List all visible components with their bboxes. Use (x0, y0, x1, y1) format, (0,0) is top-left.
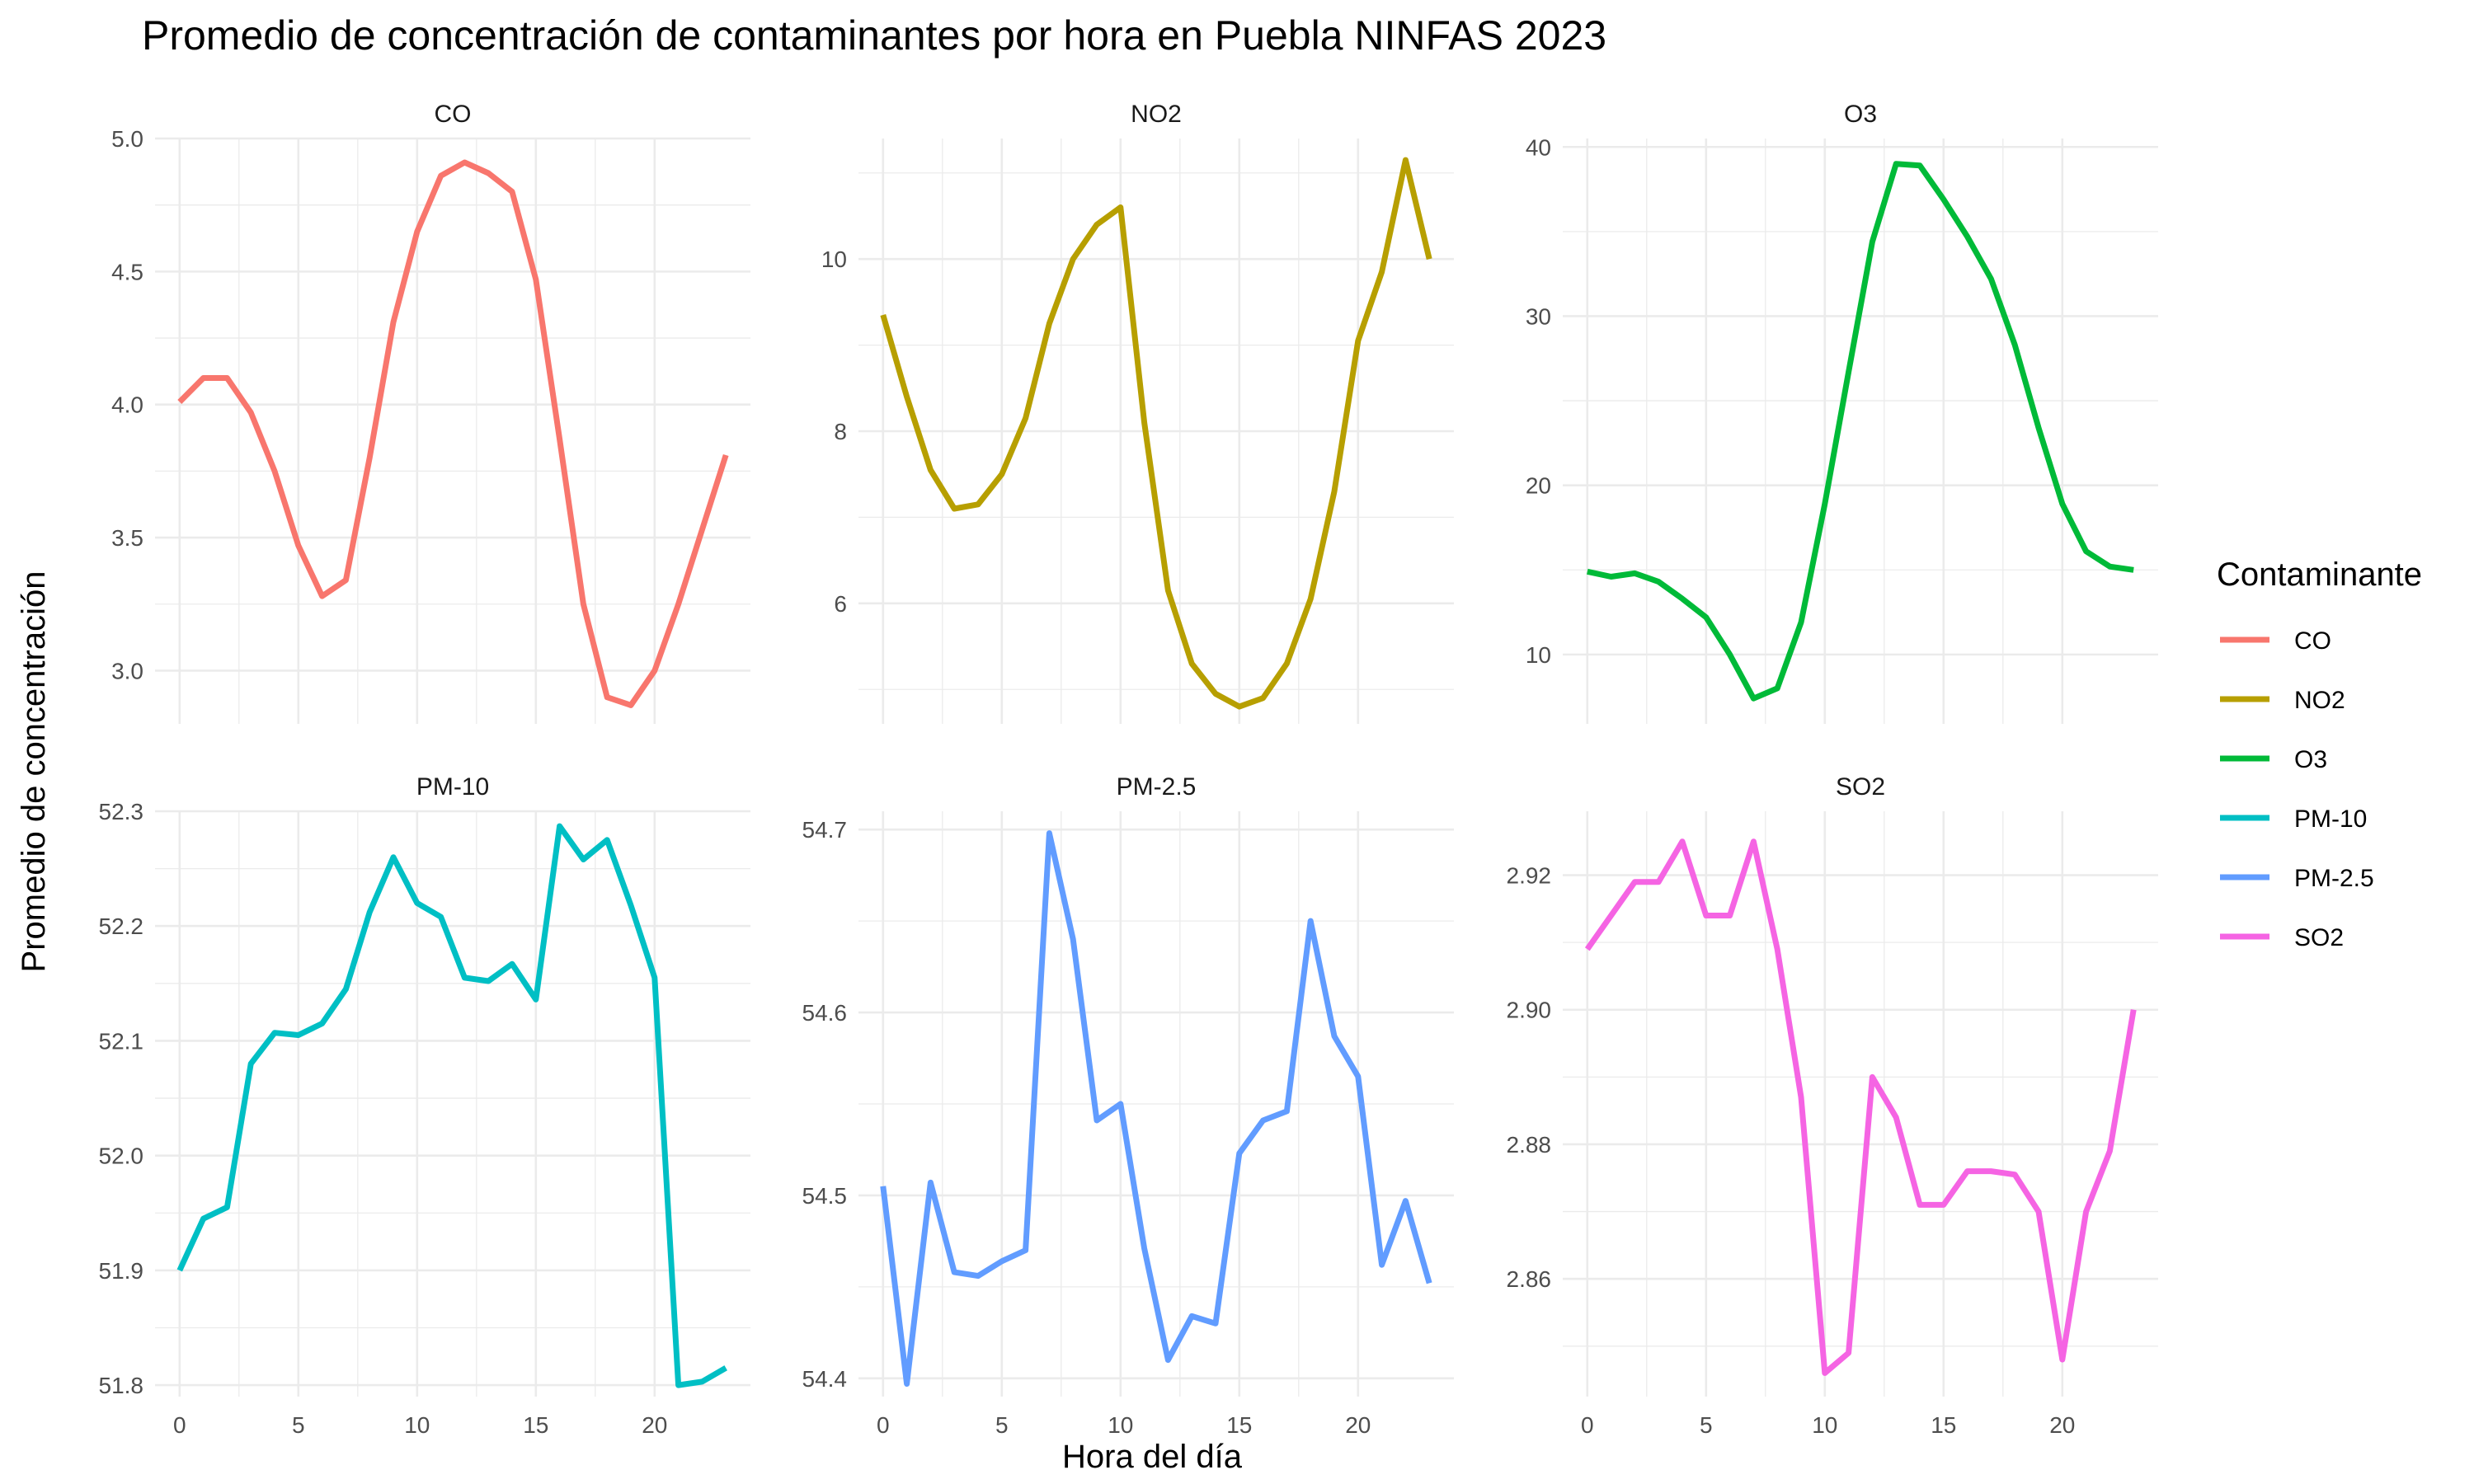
x-tick-label: 0 (877, 1412, 890, 1438)
x-tick-label: 5 (1700, 1412, 1713, 1438)
gridlines (155, 810, 750, 1397)
x-tick-label: 10 (404, 1412, 430, 1438)
y-tick-label: 2.86 (1507, 1266, 1552, 1292)
x-tick-label: 20 (642, 1412, 667, 1438)
y-tick-label: 40 (1526, 134, 1551, 160)
x-tick-label: 5 (292, 1412, 305, 1438)
series-line-o3 (1587, 161, 2134, 702)
legend-label: PM-10 (2294, 805, 2367, 833)
legend-label: SO2 (2294, 924, 2344, 951)
x-tick-label: 10 (1812, 1412, 1837, 1438)
y-tick-label: 2.88 (1507, 1132, 1552, 1158)
panel-title: O3 (1844, 101, 1877, 128)
x-tick-label: 20 (2049, 1412, 2075, 1438)
x-tick-label: 10 (1108, 1412, 1133, 1438)
gridlines (858, 811, 1454, 1397)
legend-label: CO (2294, 627, 2331, 655)
y-tick-label: 51.8 (99, 1373, 144, 1398)
panel-so2: SO2 2.86 2.88 2.90 2.92 0 5 10 15 20 (1507, 773, 2158, 1438)
panel-title: SO2 (1836, 773, 1885, 801)
y-tick-label: 54.6 (802, 1000, 848, 1026)
gridlines (1563, 811, 2158, 1397)
legend-label: O3 (2294, 746, 2327, 773)
legend-item-o3: O3 (2220, 746, 2327, 773)
y-tick-label: 4.0 (111, 392, 143, 418)
legend-title: Contaminante (2217, 556, 2422, 593)
y-tick-label: 5.0 (111, 126, 143, 152)
panel-o3: O3 10 20 30 40 (1526, 101, 2158, 724)
x-tick-label: 0 (173, 1412, 186, 1438)
x-tick-label: 15 (523, 1412, 548, 1438)
x-tick-label: 15 (1226, 1412, 1252, 1438)
facet-panels: CO 3.0 3.5 4.0 4.5 5.0 NO2 6 8 10 O3 10 20 30 40 PM-10 5… (99, 101, 2158, 1438)
panel-title: PM-2.5 (1117, 773, 1197, 801)
y-tick-label: 2.92 (1507, 863, 1552, 889)
y-tick-label: 52.3 (99, 799, 144, 824)
legend-item-co: CO (2220, 627, 2331, 655)
x-tick-label: 20 (1345, 1412, 1371, 1438)
y-tick-label: 3.0 (111, 658, 143, 683)
series-line-so2 (1584, 838, 2137, 1376)
x-tick-label: 5 (995, 1412, 1009, 1438)
series-line-co (177, 159, 729, 708)
series-line-pm-2-5 (880, 830, 1432, 1387)
panel-no2: NO2 6 8 10 (821, 101, 1454, 724)
y-tick-label: 8 (834, 419, 847, 444)
chart-title: Promedio de concentración de contaminant… (142, 12, 1606, 59)
y-tick-label: 3.5 (111, 525, 143, 551)
y-tick-label: 51.9 (99, 1258, 144, 1284)
panel-title: NO2 (1131, 101, 1182, 128)
legend-label: NO2 (2294, 687, 2345, 714)
y-tick-label: 30 (1526, 303, 1551, 329)
y-tick-label: 54.4 (802, 1366, 848, 1392)
y-axis-title: Promedio de concentración (16, 571, 52, 973)
gridlines (155, 137, 750, 724)
panel-co: CO 3.0 3.5 4.0 4.5 5.0 (111, 101, 750, 724)
y-tick-label: 6 (834, 591, 847, 617)
legend-item-pm-10: PM-10 (2220, 805, 2367, 833)
y-tick-label: 52.2 (99, 913, 144, 939)
panel-title: PM-10 (416, 773, 489, 801)
x-tick-label: 0 (1581, 1412, 1594, 1438)
gridlines (858, 139, 1454, 724)
legend-item-no2: NO2 (2220, 687, 2345, 714)
y-tick-label: 10 (821, 247, 847, 272)
series-line-pm-10 (176, 823, 727, 1388)
gridlines (1563, 139, 2158, 724)
legend: Contaminante CO NO2 O3 PM-10 PM-2.5 SO2 (2217, 556, 2422, 951)
y-tick-label: 54.5 (802, 1183, 848, 1209)
y-tick-label: 20 (1526, 473, 1551, 499)
y-tick-label: 52.1 (99, 1028, 144, 1054)
legend-item-so2: SO2 (2220, 924, 2344, 951)
y-tick-label: 54.7 (802, 817, 848, 843)
series-line-no2 (880, 157, 1432, 710)
y-tick-label: 4.5 (111, 259, 143, 284)
legend-item-pm-2-5: PM-2.5 (2220, 865, 2374, 892)
panel-pm-2-5: PM-2.5 54.4 54.5 54.6 54.7 0 5 10 15 20 (802, 773, 1454, 1438)
y-tick-label: 2.90 (1507, 998, 1552, 1023)
panel-pm-10: PM-10 51.8 51.9 52.0 52.1 52.2 52.3 0 5 10 15 20 (99, 773, 750, 1438)
legend-label: PM-2.5 (2294, 865, 2374, 892)
y-tick-label: 52.0 (99, 1144, 144, 1169)
y-tick-label: 10 (1526, 642, 1551, 668)
panel-title: CO (435, 101, 472, 128)
x-tick-label: 15 (1931, 1412, 1956, 1438)
x-axis-title: Hora del día (1062, 1439, 1243, 1475)
